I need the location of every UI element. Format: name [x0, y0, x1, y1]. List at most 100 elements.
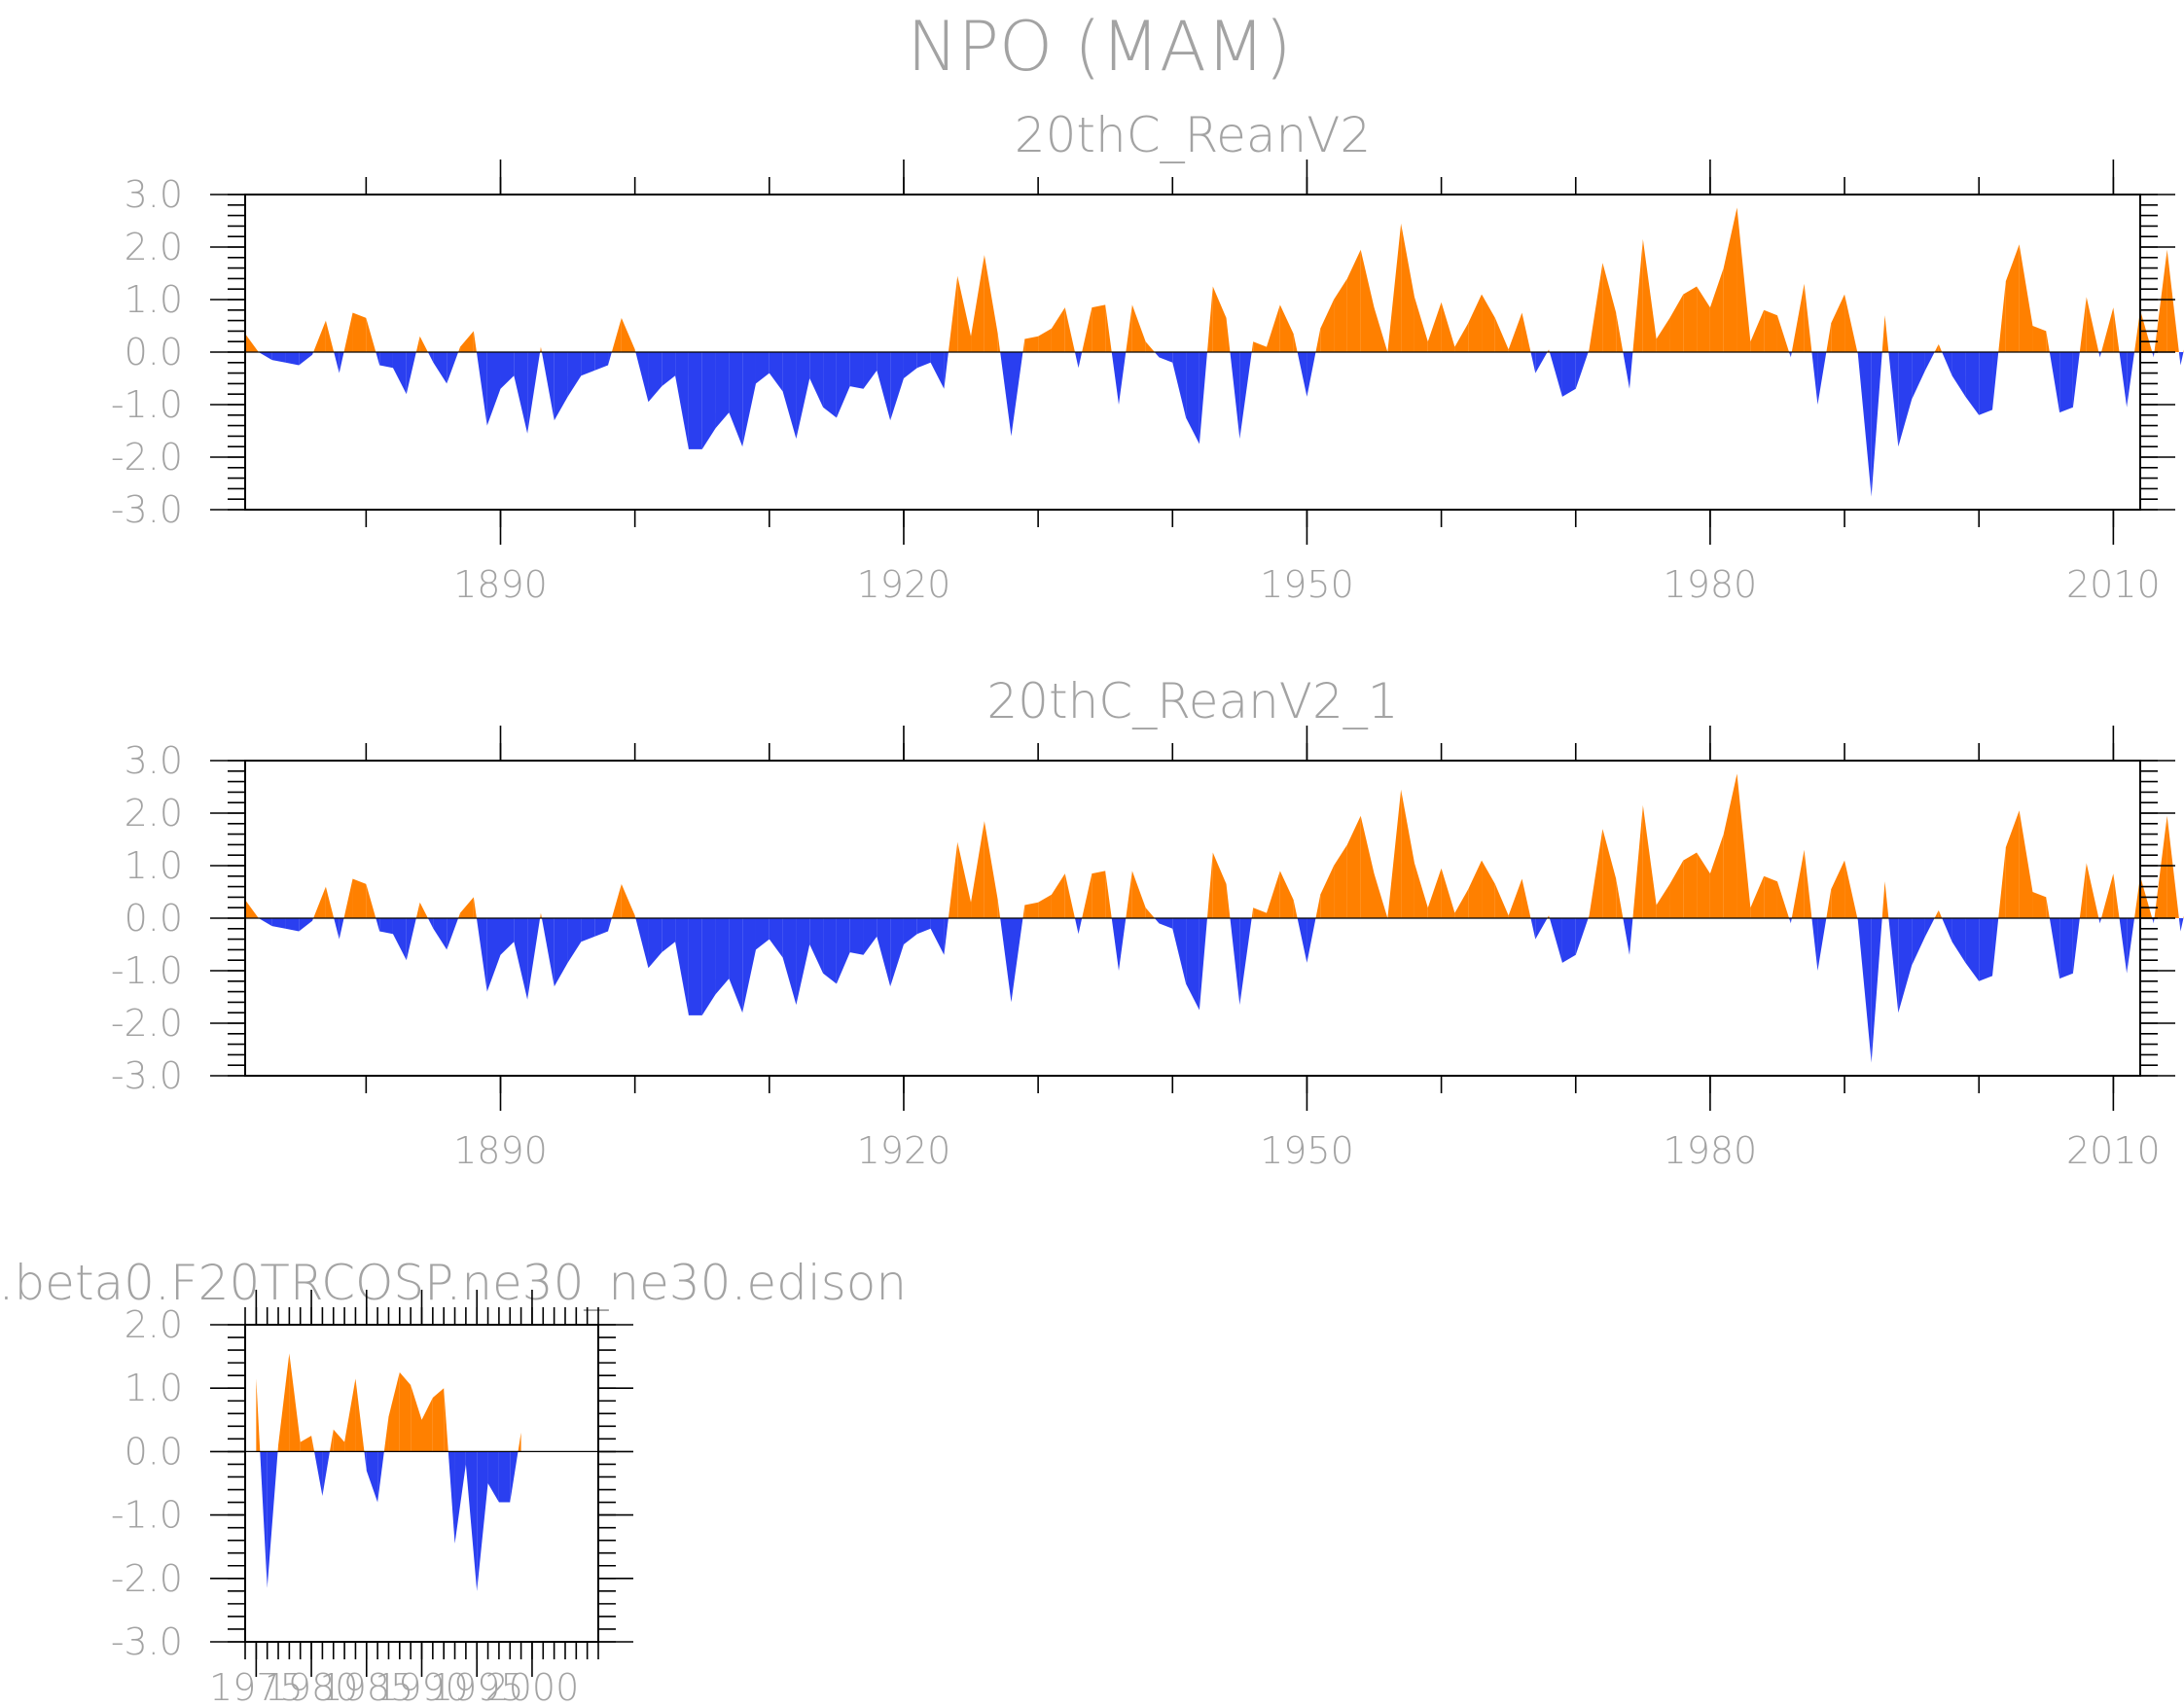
- negative-anomaly-area: [903, 352, 917, 378]
- negative-anomaly-area: [1000, 352, 1012, 437]
- negative-anomaly-area: [1857, 918, 1858, 921]
- negative-anomaly-area: [2098, 918, 2100, 924]
- negative-anomaly-area: [1172, 352, 1187, 418]
- y-tick-label: 1.0: [125, 844, 183, 887]
- negative-anomaly-area: [1629, 352, 1633, 389]
- negative-anomaly-area: [2119, 352, 2128, 408]
- positive-anomaly-area: [355, 1378, 365, 1452]
- negative-anomaly-area: [849, 918, 864, 955]
- positive-anomaly-area: [366, 883, 376, 918]
- positive-anomaly-area: [1024, 336, 1039, 352]
- negative-anomaly-area: [2127, 352, 2135, 408]
- positive-anomaly-area: [2086, 863, 2099, 918]
- positive-anomaly-area: [1206, 852, 1213, 918]
- positive-anomaly-area: [352, 878, 367, 918]
- positive-anomaly-area: [473, 897, 477, 918]
- negative-anomaly-area: [1561, 352, 1576, 397]
- negative-anomaly-area: [487, 1451, 499, 1503]
- positive-anomaly-area: [984, 255, 998, 352]
- positive-anomaly-area: [2046, 331, 2050, 352]
- positive-anomaly-area: [2046, 897, 2050, 918]
- negative-anomaly-area: [742, 918, 756, 1014]
- y-tick-label: -3.0: [111, 1620, 183, 1663]
- positive-anomaly-area: [1145, 341, 1155, 352]
- positive-anomaly-area: [1226, 883, 1231, 918]
- negative-anomaly-area: [1530, 352, 1536, 373]
- negative-anomaly-area: [299, 918, 313, 932]
- negative-anomaly-area: [796, 352, 810, 440]
- negative-anomaly-area: [1307, 352, 1316, 397]
- positive-anomaly-area: [2166, 815, 2179, 918]
- negative-anomaly-area: [755, 918, 770, 950]
- y-tick-label: 3.0: [125, 739, 183, 782]
- negative-anomaly-area: [1857, 918, 1872, 1063]
- y-tick-label: 2.0: [125, 792, 183, 835]
- positive-anomaly-area: [971, 821, 985, 918]
- positive-anomaly-area: [1064, 307, 1075, 352]
- positive-anomaly-area: [1656, 883, 1670, 918]
- x-tick-label: 1950: [1260, 1129, 1354, 1172]
- positive-anomaly-area: [245, 334, 259, 352]
- negative-anomaly-area: [823, 352, 837, 418]
- negative-anomaly-area: [1186, 352, 1199, 445]
- positive-anomaly-area: [1764, 875, 1777, 918]
- x-tick-label: 2010: [2066, 1129, 2161, 1172]
- positive-anomaly-area: [948, 275, 958, 352]
- negative-anomaly-area: [648, 918, 662, 969]
- negative-anomaly-area: [1790, 918, 1792, 924]
- negative-anomaly-area: [1199, 352, 1207, 445]
- positive-anomaly-area: [1374, 873, 1388, 918]
- y-tick-label: -2.0: [111, 1557, 183, 1600]
- positive-anomaly-area: [1709, 267, 1724, 352]
- positive-anomaly-area: [1588, 349, 1590, 352]
- positive-anomaly-area: [1750, 309, 1765, 352]
- positive-anomaly-area: [460, 897, 474, 918]
- positive-anomaly-area: [957, 275, 972, 352]
- y-tick-label: -1.0: [111, 1494, 183, 1537]
- negative-anomaly-area: [486, 352, 501, 426]
- positive-anomaly-area: [634, 915, 636, 918]
- positive-anomaly-area: [1844, 294, 1858, 352]
- negative-anomaly-area: [1857, 352, 1872, 497]
- positive-anomaly-area: [1454, 323, 1469, 352]
- negative-anomaly-area: [1186, 918, 1199, 1011]
- negative-anomaly-area: [675, 918, 689, 1015]
- positive-anomaly-area: [957, 841, 972, 918]
- negative-anomaly-area: [2119, 918, 2128, 974]
- negative-anomaly-area: [567, 352, 582, 397]
- panel-title: 20thC_ReanV2: [1015, 107, 1371, 163]
- positive-anomaly-area: [2134, 875, 2140, 918]
- y-tick-label: 1.0: [125, 278, 183, 321]
- positive-anomaly-area: [1279, 871, 1294, 918]
- negative-anomaly-area: [2049, 352, 2060, 413]
- negative-anomaly-area: [1159, 352, 1173, 363]
- positive-anomaly-area: [1022, 905, 1025, 918]
- negative-anomaly-area: [1888, 352, 1899, 447]
- negative-anomaly-area: [863, 352, 877, 389]
- positive-anomaly-area: [2019, 244, 2033, 352]
- positive-anomaly-area: [1522, 878, 1531, 918]
- negative-anomaly-area: [916, 918, 931, 935]
- negative-anomaly-area: [1297, 918, 1307, 963]
- x-tick-label: 1985: [319, 1666, 413, 1707]
- negative-anomaly-area: [890, 352, 904, 421]
- positive-anomaly-area: [1092, 871, 1106, 918]
- positive-anomaly-area: [1266, 871, 1280, 918]
- negative-anomaly-area: [2180, 352, 2184, 366]
- x-tick-label: 1980: [265, 1666, 359, 1707]
- positive-anomaly-area: [1494, 317, 1509, 352]
- negative-anomaly-area: [541, 352, 555, 421]
- positive-anomaly-area: [1934, 343, 1939, 352]
- positive-anomaly-area: [1750, 875, 1765, 918]
- positive-anomaly-area: [278, 1353, 290, 1452]
- x-tick-label: 1920: [857, 1129, 951, 1172]
- positive-anomaly-area: [1826, 889, 1832, 918]
- positive-anomaly-area: [1844, 860, 1858, 918]
- positive-anomaly-area: [1791, 849, 1805, 918]
- positive-anomaly-area: [311, 1436, 315, 1452]
- negative-anomaly-area: [1789, 352, 1791, 358]
- positive-anomaly-area: [473, 331, 477, 352]
- negative-anomaly-area: [903, 918, 917, 944]
- negative-anomaly-area: [1154, 352, 1160, 358]
